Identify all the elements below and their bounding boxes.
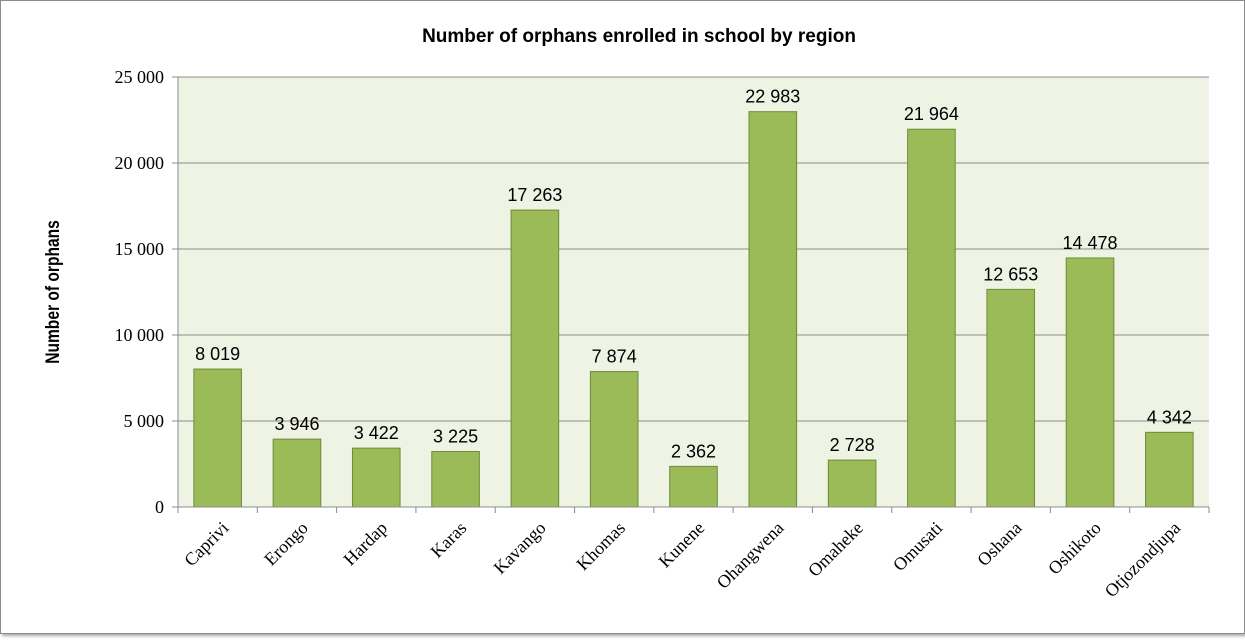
bar <box>748 111 798 508</box>
x-tick-label: Omusati <box>889 518 946 575</box>
x-tick-label: Otjozondjupa <box>1101 518 1184 601</box>
bar <box>1065 257 1115 508</box>
bar <box>827 459 877 508</box>
bar <box>351 447 401 508</box>
data-label: 22 983 <box>745 87 800 107</box>
x-tick-label: Oshikoto <box>1044 518 1105 579</box>
x-tick-label: Erongo <box>260 518 312 570</box>
data-label: 21 964 <box>904 104 959 124</box>
x-tick-label: Omaheke <box>804 518 867 581</box>
bar <box>193 368 242 508</box>
x-tick-label: Karas <box>427 518 471 562</box>
x-axis-ticks: Caprivi Erongo Hardap Karas Kavango Khomas Kun… <box>177 507 1210 601</box>
data-label: 2 728 <box>830 435 875 455</box>
data-label: 7 874 <box>592 347 637 367</box>
bar <box>907 128 956 508</box>
x-tick-label: Oshana <box>973 518 1025 570</box>
x-tick-label: Ohangwena <box>713 518 788 593</box>
y-tick-label: 10 000 <box>115 325 165 345</box>
x-tick-label: Kunene <box>655 518 709 572</box>
x-tick-label: Kavango <box>490 518 550 578</box>
y-tick-label: 20 000 <box>115 153 165 173</box>
data-label: 3 225 <box>433 427 478 447</box>
bar <box>669 465 718 508</box>
data-label: 12 653 <box>983 264 1038 284</box>
x-tick-label: Caprivi <box>180 518 232 570</box>
data-label: 3 422 <box>354 423 399 443</box>
bar <box>431 451 480 508</box>
y-axis-ticks: 0 5 000 10 000 15 000 20 000 25 000 <box>115 67 178 517</box>
bar <box>589 371 639 508</box>
bars <box>193 111 1194 508</box>
plot-area <box>178 77 1209 507</box>
y-tick-label: 15 000 <box>115 239 165 259</box>
data-label: 17 263 <box>507 185 562 205</box>
x-tick-label: Khomas <box>572 518 629 575</box>
data-label: 3 946 <box>274 414 319 434</box>
gridlines <box>178 76 1209 422</box>
data-label: 4 342 <box>1147 407 1192 427</box>
x-tick-label: Hardap <box>339 518 391 570</box>
data-labels: 8 019 3 946 3 422 3 225 17 263 7 874 2 362 22 9… <box>195 87 1192 462</box>
chart-title: Number of orphans enrolled in school by … <box>422 26 856 47</box>
bar <box>272 438 322 508</box>
y-axis-label: Number of orphans <box>42 220 64 364</box>
y-tick-label: 0 <box>155 497 164 517</box>
y-tick-label: 5 000 <box>124 411 165 431</box>
bar <box>1145 431 1194 508</box>
data-label: 2 362 <box>671 441 716 461</box>
bar <box>510 209 560 508</box>
data-label: 8 019 <box>195 344 240 364</box>
y-tick-label: 25 000 <box>115 67 165 87</box>
bar <box>986 288 1036 508</box>
data-label: 14 478 <box>1063 233 1118 253</box>
